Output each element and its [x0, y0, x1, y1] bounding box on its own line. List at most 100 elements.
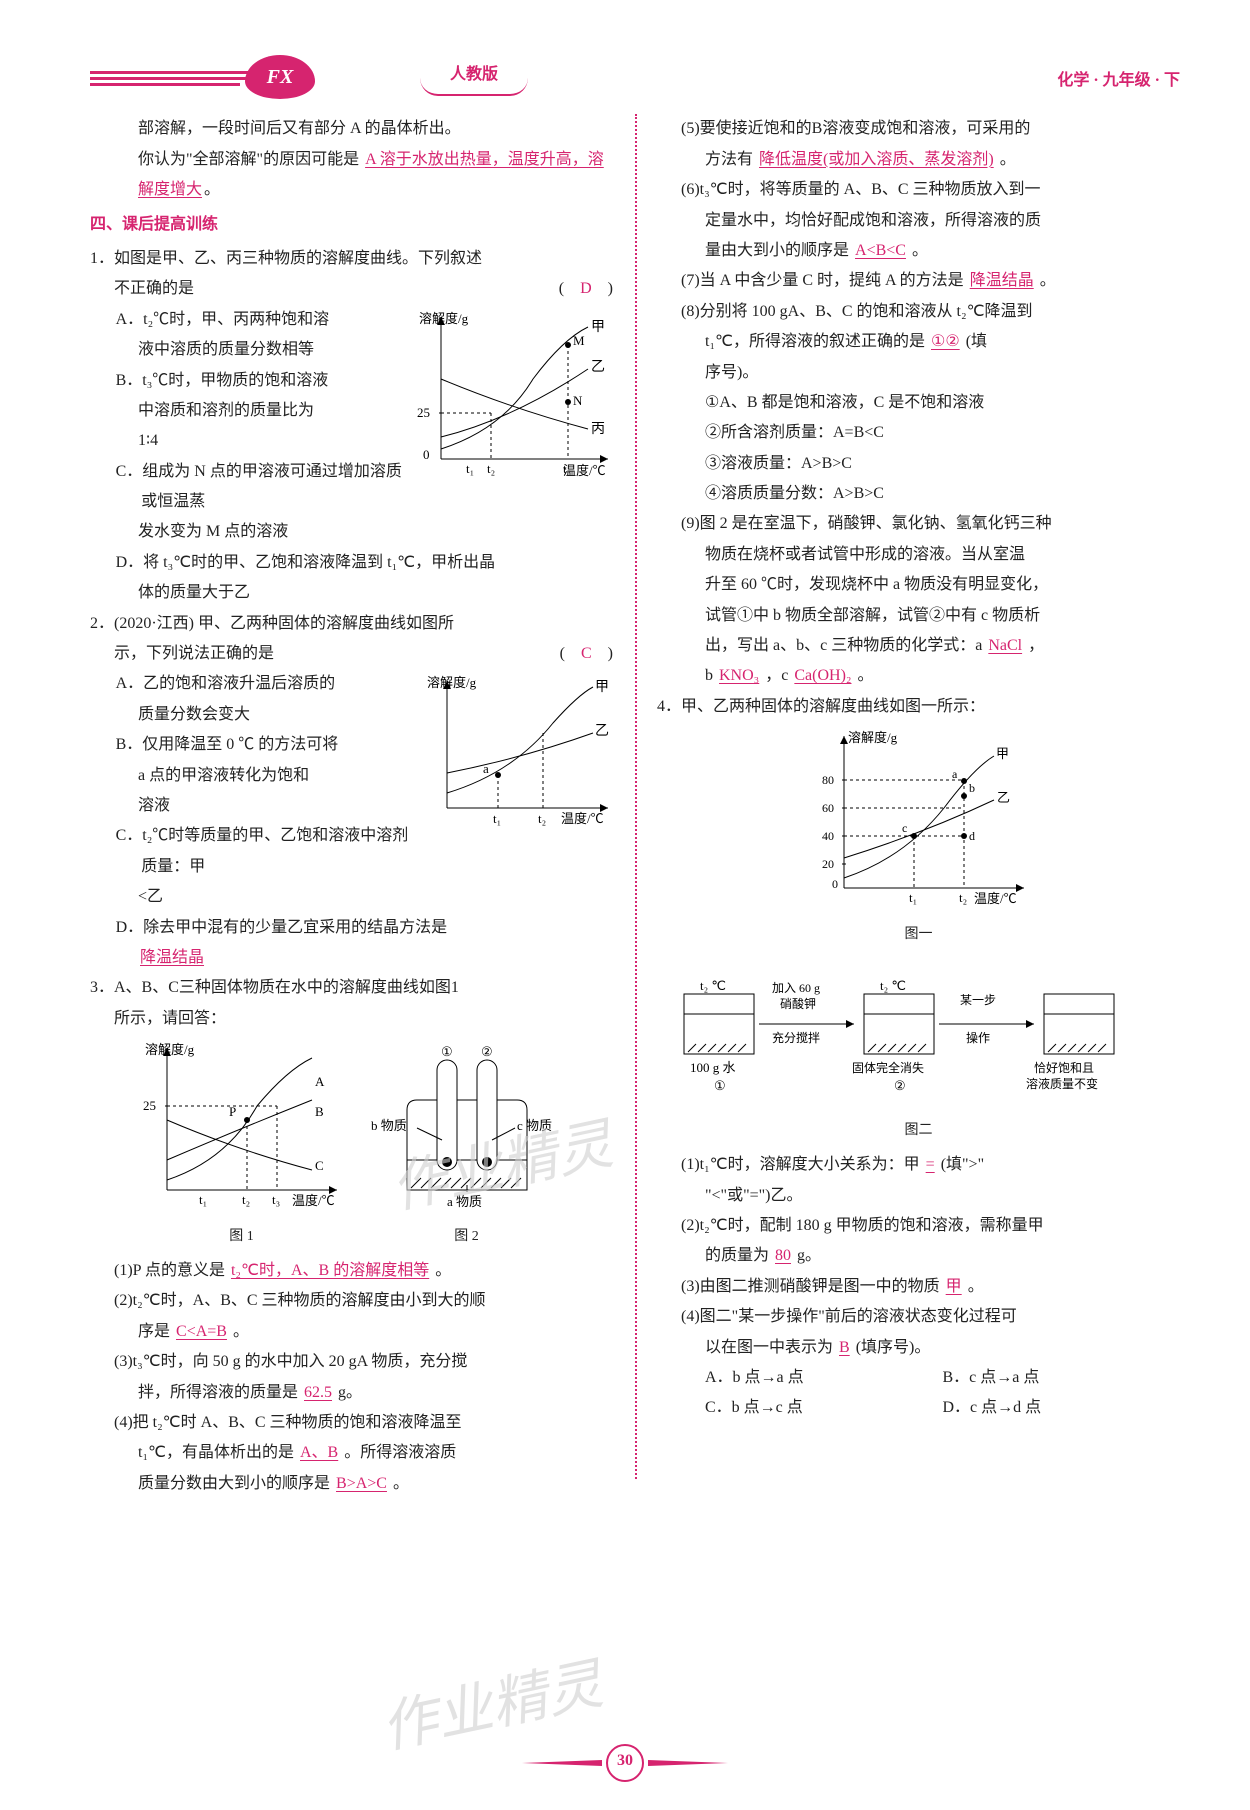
q1-stem2: 不正确的是 [114, 280, 194, 297]
q3-s1-ans: t₂℃时，A、B 的溶解度相等 [229, 1262, 431, 1279]
q3-s3-ans: 62.5 [302, 1384, 334, 1401]
q1: 1．如图是甲、乙、丙三种物质的溶解度曲线。下列叙述 [90, 244, 613, 274]
q4-s4-post: (填序号)。 [856, 1339, 931, 1356]
svg-text:60: 60 [822, 801, 834, 815]
svg-text:C: C [315, 1158, 324, 1173]
header-version: 人教版 [420, 60, 528, 96]
svg-text:丙: 丙 [591, 422, 605, 437]
q1-answer: D [580, 280, 592, 297]
q4-s3: (3)由图二推测硝酸钾是图一中的物质 甲 。 [657, 1272, 1180, 1302]
svg-text:80: 80 [822, 773, 834, 787]
intro-pre: 你认为"全部溶解"的原因可能是 [138, 151, 359, 168]
s6a: (6)t₃℃时，将等质量的 A、B、C 三种物质放入到一 [657, 175, 1180, 205]
svg-text:25: 25 [417, 405, 430, 420]
q1-chart: 溶解度/g 温度/℃ 25 0 甲 乙 丙 M [413, 309, 613, 490]
svg-text:硝酸钾: 硝酸钾 [780, 996, 816, 1011]
s9d: 试管①中 b 物质全部溶解，试管②中有 c 物质析 [657, 601, 1180, 631]
svg-text:100 g 水: 100 g 水 [690, 1060, 736, 1075]
q2-stem-row2: 示，下列说法正确的是 ( C ) [90, 639, 613, 669]
s7-pre: (7)当 A 中含少量 C 时，提纯 A 的方法是 [681, 272, 964, 289]
svg-text:固体完全消失: 固体完全消失 [852, 1060, 924, 1075]
svg-text:t₂: t₂ [242, 1192, 250, 1207]
q3-s4-pre2: 质量分数由大到小的顺序是 [138, 1475, 330, 1492]
q4-s2b: 的质量为 80 g。 [657, 1241, 1180, 1271]
q3-s1-pre: (1)P 点的意义是 [114, 1262, 225, 1279]
svg-text:t₃: t₃ [272, 1192, 280, 1207]
s5b: 方法有 降低温度(或加入溶质、蒸发溶剂) 。 [657, 145, 1180, 175]
svg-text:A: A [315, 1074, 325, 1089]
s5-pre: 方法有 [705, 151, 753, 168]
svg-text:②: ② [481, 1044, 493, 1059]
s9-c-ans: Ca(OH)₂ [792, 667, 853, 684]
s8a: (8)分别将 100 gA、B、C 的饱和溶液从 t₂℃降温到 [657, 297, 1180, 327]
q4-s4-pre: 以在图一中表示为 [705, 1339, 833, 1356]
section-title: 四、课后提高训练 [90, 210, 613, 240]
q3-s4-ans1: A、B [298, 1444, 340, 1461]
svg-text:加入 60 g: 加入 60 g [772, 981, 820, 995]
svg-text:①: ① [714, 1078, 726, 1093]
q4-s3-pre: (3)由图二推测硝酸钾是图一中的物质 [681, 1278, 940, 1295]
s9-b-ans: KNO₃ [717, 667, 761, 684]
svg-text:N: N [573, 393, 583, 408]
q4-s2-pre: 的质量为 [705, 1247, 769, 1264]
page-number: 30 [0, 1744, 1250, 1782]
q3-s4-mid: 。所得溶液溶质 [344, 1444, 456, 1461]
q1-D1: D．将 t₃℃时的甲、乙饱和溶液降温到 t₁℃，甲析出晶 [90, 548, 613, 578]
s6-pre: 量由大到小的顺序是 [705, 242, 849, 259]
left-column: 部溶解，一段时间后又有部分 A 的晶体析出。 你认为"全部溶解"的原因可能是 A… [90, 114, 635, 1499]
header-badge: FX [245, 55, 315, 99]
q4-s3-ans: 甲 [944, 1278, 964, 1295]
q3-stem1: 3．A、B、C三种固体物质在水中的溶解度曲线如图1 [90, 973, 613, 1003]
svg-text:某一步: 某一步 [960, 993, 996, 1007]
q4-optA: A．b 点→a 点 [705, 1363, 943, 1393]
s8-3: ③溶液质量：A>B>C [657, 449, 1180, 479]
q4-fig2: t₂ ℃ 100 g 水 ① 加入 60 g 硝酸钾 充分搅拌 t₂ ℃ 固体完… [657, 954, 1180, 1144]
q4-s4a: (4)图二"某一步操作"前后的溶液状态变化过程可 [657, 1302, 1180, 1332]
svg-text:乙: 乙 [997, 790, 1010, 805]
s8-4: ④溶质质量分数：A>B>C [657, 479, 1180, 509]
s8-1: ①A、B 都是饱和溶液，C 是不饱和溶液 [657, 388, 1180, 418]
q4-s4-ans: B [837, 1339, 852, 1356]
intro-line2: 你认为"全部溶解"的原因可能是 A 溶于水放出热量，温度升高，溶解度增大。 [90, 145, 613, 206]
svg-text:操作: 操作 [966, 1030, 990, 1045]
svg-text:M: M [573, 333, 585, 348]
s8d: 序号)。 [657, 358, 1180, 388]
q4-fig1-caption: 图一 [657, 922, 1180, 949]
svg-text:t₂ ℃: t₂ ℃ [700, 978, 726, 993]
q4-optD: D．c 点→d 点 [943, 1393, 1181, 1423]
q3-figures: 溶解度/g 温度/℃ 25 A B C [90, 1040, 613, 1250]
q4-stem: 4．甲、乙两种固体的溶解度曲线如图一所示： [657, 692, 1180, 722]
q4-s1-post: (填">" [941, 1156, 984, 1173]
svg-text:溶解度/g: 溶解度/g [145, 1042, 195, 1057]
svg-text:t₁: t₁ [493, 811, 501, 826]
svg-text:t₃: t₃ [563, 461, 571, 476]
s7: (7)当 A 中含少量 C 时，提纯 A 的方法是 降温结晶 。 [657, 266, 1180, 296]
svg-text:d: d [969, 829, 975, 843]
q1-stem-row2: 不正确的是 ( D ) [90, 274, 613, 304]
q2-answer-paren: ( C ) [560, 639, 613, 669]
svg-text:t₁: t₁ [199, 1192, 207, 1207]
q3-s4b: t₁℃，有晶体析出的是 A、B 。所得溶液溶质 [90, 1438, 613, 1468]
q4-s1b: "<"或"=")乙。 [657, 1181, 1180, 1211]
q1-C2: 发水变为 M 点的溶液 [90, 517, 613, 547]
s6b: 定量水中，均恰好配成饱和溶液，所得溶液的质 [657, 206, 1180, 236]
q4-s2-unit: g。 [793, 1247, 821, 1264]
page-header: FX 人教版 化学 · 九年级 · 下 [90, 60, 1180, 96]
q3-s2-pre2: 序是 [138, 1323, 170, 1340]
q3-s3b: 拌，所得溶液的质量是 62.5 g。 [90, 1378, 613, 1408]
q1-D2: 体的质量大于乙 [90, 578, 613, 608]
s9-a-ans: NaCl [986, 637, 1024, 654]
svg-text:a 物质: a 物质 [447, 1194, 482, 1209]
q3-s3-unit: g。 [334, 1384, 362, 1401]
svg-text:25: 25 [143, 1098, 156, 1113]
q4-s1-ans: = [924, 1156, 937, 1173]
s9g-pre: ，c [765, 667, 788, 684]
svg-text:t₂: t₂ [487, 461, 495, 476]
q1-stem1: 1．如图是甲、乙、丙三种物质的溶解度曲线。下列叙述 [90, 250, 482, 267]
q4-s4b: 以在图一中表示为 B (填序号)。 [657, 1333, 1180, 1363]
svg-text:甲: 甲 [996, 746, 1009, 761]
svg-text:0: 0 [832, 877, 838, 891]
q4-optC: C．b 点→c 点 [705, 1393, 943, 1423]
q3-s3a: (3)t₃℃时，向 50 g 的水中加入 20 gA 物质，充分搅 [90, 1347, 613, 1377]
svg-text:温度/℃: 温度/℃ [292, 1193, 335, 1208]
